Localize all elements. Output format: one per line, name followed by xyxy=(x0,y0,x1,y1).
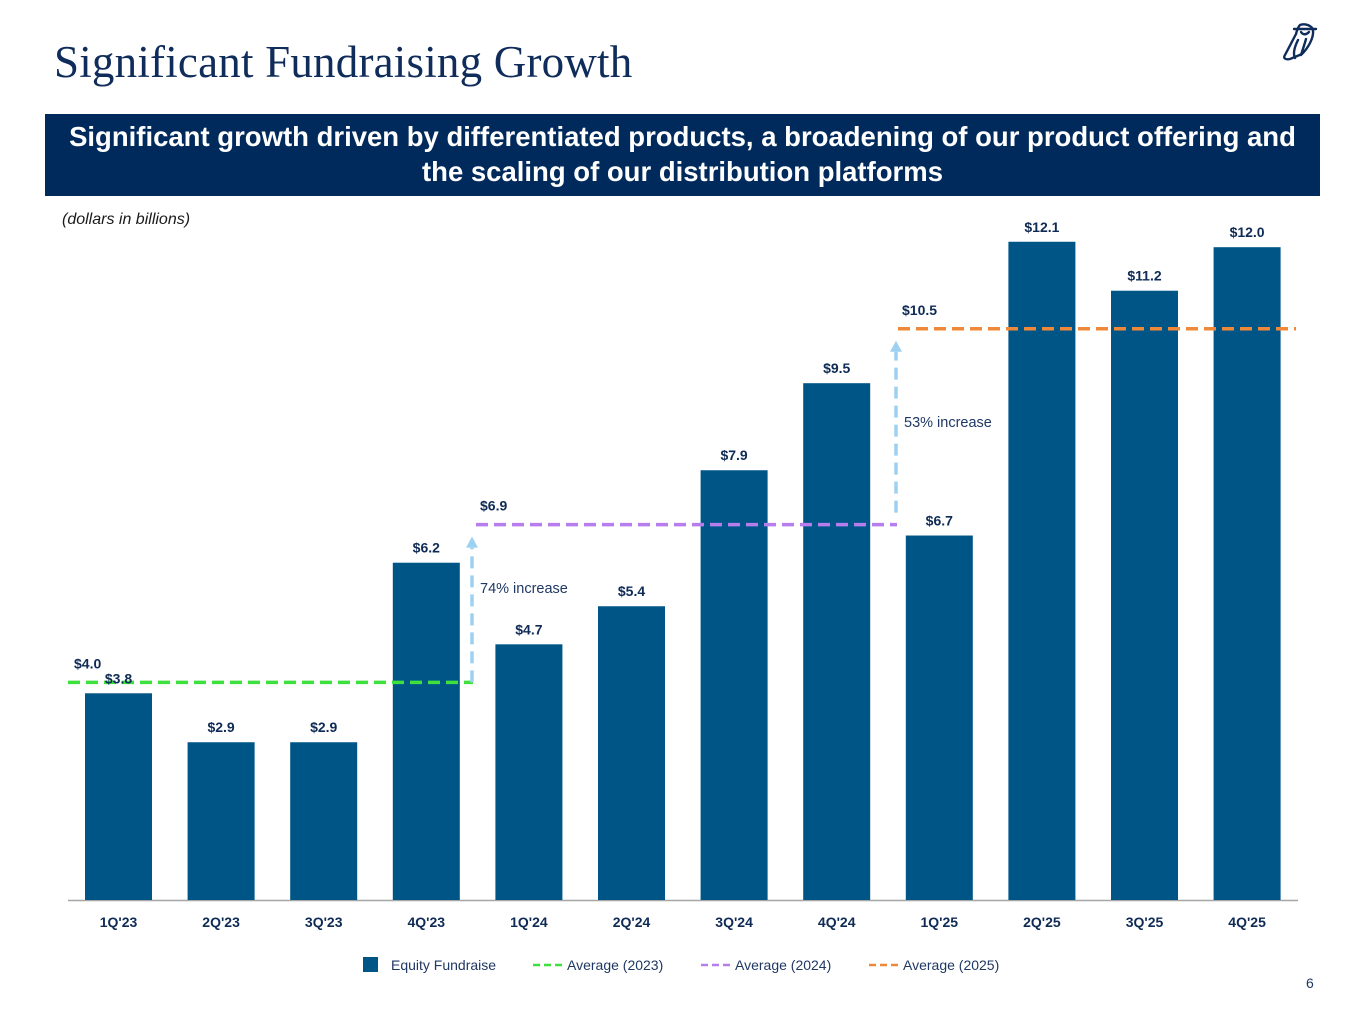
x-tick-label: 3Q'25 xyxy=(1126,914,1164,930)
bar-2Q'24 xyxy=(598,606,665,900)
legend-label: Average (2023) xyxy=(567,957,663,973)
x-tick-label: 3Q'24 xyxy=(715,914,753,930)
average-value-label: $10.5 xyxy=(902,302,937,318)
bar-value-label: $3.8 xyxy=(105,670,132,686)
bar-value-label: $12.1 xyxy=(1024,219,1059,235)
bar-value-label: $6.7 xyxy=(926,513,953,529)
bar-value-label: $4.7 xyxy=(515,621,542,637)
page-number: 6 xyxy=(1306,975,1314,991)
owl-logo-icon xyxy=(1283,23,1318,61)
bars-group xyxy=(85,241,1281,901)
x-tick-label: 2Q'25 xyxy=(1023,914,1061,930)
bar-value-label: $11.2 xyxy=(1127,268,1161,284)
increase-annotation: 53% increase xyxy=(904,415,992,431)
bar-3Q'24 xyxy=(700,470,768,900)
increase-annotation: 74% increase xyxy=(480,581,568,597)
average-value-label: $4.0 xyxy=(74,655,101,671)
bar-value-label: $2.9 xyxy=(207,719,234,735)
bar-labels-group: $3.8 $2.9 $2.9 $6.2 $4.7 $5.4 $7.9 $9.5 $6.7 $12.… xyxy=(105,219,1265,735)
bar-value-label: $5.4 xyxy=(618,583,645,599)
x-tick-label: 1Q'24 xyxy=(510,914,548,930)
bar-value-label: $9.5 xyxy=(823,360,850,376)
bar-4Q'25 xyxy=(1213,247,1281,900)
legend: Equity Fundraise Average (2023) Average (2… xyxy=(363,957,999,973)
legend-label: Average (2024) xyxy=(735,957,831,973)
arrow-up-icon xyxy=(466,536,478,548)
x-tick-label: 1Q'23 xyxy=(100,914,138,930)
annotations-group: 74% increase 53% increase xyxy=(466,340,992,683)
bar-1Q'23 xyxy=(85,693,152,900)
arrow-up-icon xyxy=(890,340,902,352)
x-tick-label: 4Q'24 xyxy=(818,914,856,930)
bar-4Q'23 xyxy=(392,562,460,900)
x-tick-label: 3Q'23 xyxy=(305,914,343,930)
bar-4Q'24 xyxy=(803,383,871,900)
slide-title: Significant Fundraising Growth xyxy=(54,37,633,87)
x-tick-label: 1Q'25 xyxy=(921,914,959,930)
legend-label: Equity Fundraise xyxy=(391,957,496,973)
tick-labels-group: 1Q'23 2Q'23 3Q'23 4Q'23 1Q'24 2Q'24 3Q'24 4Q'24… xyxy=(100,914,1266,930)
x-tick-label: 2Q'24 xyxy=(613,914,651,930)
bar-3Q'23 xyxy=(290,742,358,900)
bar-3Q'25 xyxy=(1111,290,1178,901)
bar-value-label: $7.9 xyxy=(720,447,747,463)
bar-value-label: $2.9 xyxy=(310,719,337,735)
units-note: (dollars in billions) xyxy=(62,211,191,228)
bar-2Q'25 xyxy=(1008,241,1076,900)
legend-swatch-square xyxy=(363,957,378,972)
x-tick-label: 4Q'25 xyxy=(1228,914,1266,930)
x-tick-label: 4Q'23 xyxy=(408,914,446,930)
bar-value-label: $12.0 xyxy=(1230,224,1265,240)
bar-1Q'25 xyxy=(905,535,973,900)
x-tick-label: 2Q'23 xyxy=(202,914,240,930)
headline-banner: Significant growth driven by differentia… xyxy=(45,114,1320,196)
bar-1Q'24 xyxy=(495,644,563,900)
bar-2Q'23 xyxy=(187,742,255,900)
bar-value-label: $6.2 xyxy=(413,540,440,556)
average-value-label: $6.9 xyxy=(480,498,507,514)
legend-label: Average (2025) xyxy=(903,957,999,973)
average-lines-group: $4.0 $6.9 $10.5 xyxy=(68,302,1296,685)
